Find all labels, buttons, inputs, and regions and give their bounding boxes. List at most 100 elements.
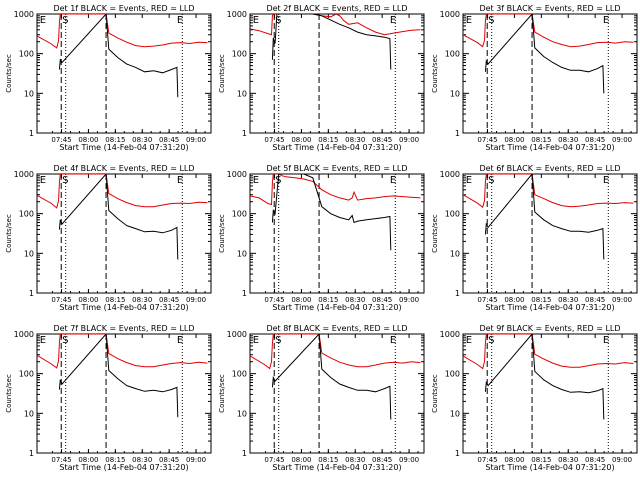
y-tick-label: 100 [232,50,247,59]
x-tick-label: 08:30 [345,456,365,464]
marker-e-left: E [253,15,259,26]
series-line-lld [250,334,421,370]
series-line-events [58,14,179,98]
x-tick-label: 09:00 [186,296,206,304]
plot-frame [36,13,212,134]
detector-panel-3: Det 3f BLACK = Events, RED = LLD 1 10 100 10… [431,4,638,152]
panel-title: Det 3f BLACK = Events, RED = LLD [479,4,620,13]
x-tick-label: 07:45 [51,456,71,464]
marker-s: S [62,175,68,186]
detector-panel-1: Det 1f BLACK = Events, RED = LLD 1 10 100 10… [5,4,212,152]
x-tick-label: 07:45 [51,136,71,144]
x-tick-label: 08:45 [372,296,392,304]
series-line-events [271,14,392,70]
y-tick-label: 10 [24,249,34,258]
plot-frame [36,333,212,454]
y-tick-label: 1000 [14,170,34,179]
plot-frame [36,173,212,294]
x-tick-label: 08:00 [78,136,98,144]
detector-panel-5: Det 5f BLACK = Events, RED = LLD 1 10 100 10… [218,164,425,312]
x-tick-label: 07:45 [477,456,497,464]
marker-e-right: E [603,335,609,346]
x-tick-label: 08:15 [105,296,125,304]
y-tick-label: 1 [242,449,247,458]
series-line-lld [463,174,634,209]
x-tick-label: 08:45 [372,456,392,464]
detector-panel-4: Det 4f BLACK = Events, RED = LLD 1 10 100 10… [5,164,212,312]
marker-e-left: E [466,15,472,26]
marker-e-left: E [466,175,472,186]
x-tick-label: 08:45 [585,456,605,464]
marker-s: S [488,15,494,26]
marker-s: S [275,335,281,346]
marker-e-right: E [177,335,183,346]
x-axis-label: Start Time (14-Feb-04 07:31:20) [59,143,188,152]
y-axis-label: Counts/sec [431,214,439,253]
y-tick-label: 10 [450,409,460,418]
x-axis-label: Start Time (14-Feb-04 07:31:20) [485,143,614,152]
x-tick-label: 08:15 [318,296,338,304]
x-axis-label: Start Time (14-Feb-04 07:31:20) [272,463,401,472]
x-tick-label: 08:30 [558,136,578,144]
x-axis-label: Start Time (14-Feb-04 07:31:20) [59,463,188,472]
x-tick-label: 08:30 [345,136,365,144]
x-tick-label: 08:00 [504,136,524,144]
y-axis-label: Counts/sec [5,54,13,93]
marker-e-left: E [40,335,46,346]
y-tick-label: 1000 [14,10,34,19]
y-tick-label: 100 [19,50,34,59]
y-tick-label: 100 [19,370,34,379]
y-tick-label: 1 [29,289,34,298]
series-line-events [484,14,605,94]
x-tick-label: 08:00 [78,456,98,464]
series-line-lld [37,174,208,209]
series-line-events [484,334,605,420]
panel-title: Det 4f BLACK = Events, RED = LLD [53,164,194,173]
plot-frame [462,13,638,134]
x-tick-label: 08:45 [159,456,179,464]
marker-e-left: E [253,335,259,346]
marker-s: S [62,335,68,346]
y-tick-label: 1 [29,129,34,138]
panel-title: Det 8f BLACK = Events, RED = LLD [266,324,407,333]
x-axis-label: Start Time (14-Feb-04 07:31:20) [59,303,188,312]
x-tick-label: 08:30 [132,456,152,464]
x-tick-label: 09:00 [399,136,419,144]
x-axis-label: Start Time (14-Feb-04 07:31:20) [272,143,401,152]
y-axis-label: Counts/sec [5,214,13,253]
x-tick-label: 08:45 [159,296,179,304]
y-tick-label: 1000 [440,10,460,19]
x-tick-label: 07:45 [264,136,284,144]
y-tick-label: 1 [455,449,460,458]
x-tick-label: 08:15 [318,456,338,464]
y-axis-label: Counts/sec [218,214,226,253]
series-line-lld [463,14,634,48]
panel-title: Det 5f BLACK = Events, RED = LLD [266,164,407,173]
x-tick-label: 08:45 [372,136,392,144]
x-tick-label: 07:45 [51,296,71,304]
marker-e-right: E [390,15,396,26]
series-line-lld [463,334,634,370]
plot-frame [462,333,638,454]
x-tick-label: 09:00 [399,456,419,464]
x-tick-label: 07:45 [477,296,497,304]
x-tick-label: 08:00 [78,296,98,304]
panel-title: Det 1f BLACK = Events, RED = LLD [53,4,194,13]
x-tick-label: 08:30 [558,456,578,464]
panel-title: Det 9f BLACK = Events, RED = LLD [479,324,620,333]
x-tick-label: 08:30 [558,296,578,304]
y-tick-label: 10 [237,409,247,418]
x-tick-label: 08:15 [531,136,551,144]
y-tick-label: 1000 [440,330,460,339]
series-line-lld [37,14,208,49]
x-tick-label: 07:45 [264,456,284,464]
y-tick-label: 100 [232,210,247,219]
y-tick-label: 1000 [227,330,247,339]
y-tick-label: 1 [242,129,247,138]
series-line-lld [37,334,208,369]
y-tick-label: 1 [455,129,460,138]
x-tick-label: 09:00 [399,296,419,304]
y-tick-label: 10 [24,409,34,418]
y-tick-label: 10 [24,89,34,98]
